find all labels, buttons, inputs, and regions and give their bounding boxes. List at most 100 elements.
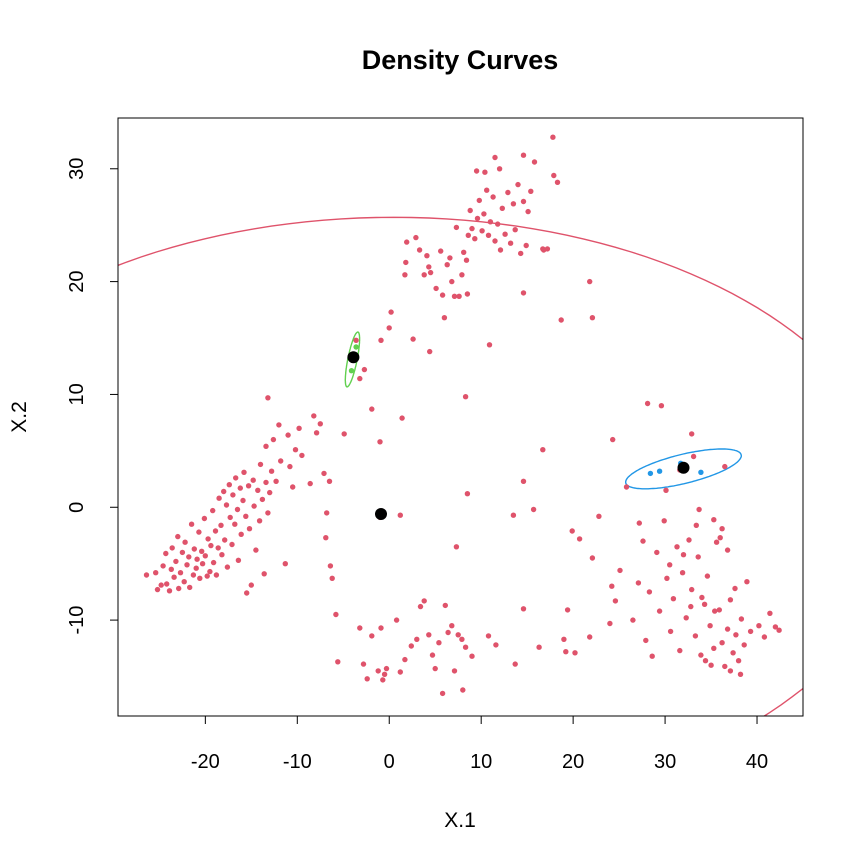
data-point: [473, 168, 480, 174]
data-point: [589, 555, 596, 561]
data-point: [460, 687, 466, 693]
data-point: [744, 579, 750, 585]
data-point: [481, 211, 487, 217]
data-point: [607, 620, 613, 627]
data-point: [693, 522, 699, 528]
data-point: [243, 513, 249, 519]
data-point: [441, 315, 448, 321]
data-point: [658, 403, 665, 409]
data-point: [664, 575, 670, 581]
data-point: [244, 590, 250, 596]
data-point: [250, 477, 256, 483]
data-point: [528, 188, 534, 194]
data-point: [402, 656, 408, 663]
data-point: [554, 179, 561, 185]
data-point: [404, 239, 410, 245]
data-point: [348, 368, 355, 374]
data-point: [680, 552, 687, 558]
data-point: [182, 539, 188, 545]
data-point: [230, 492, 236, 498]
data-point: [467, 207, 473, 214]
data-point: [276, 422, 282, 428]
data-point: [512, 661, 518, 667]
data-point: [143, 572, 150, 578]
data-point: [169, 545, 175, 551]
data-point: [646, 589, 653, 595]
data-point: [469, 653, 475, 659]
data-point: [426, 264, 432, 270]
data-point: [323, 535, 329, 541]
data-point: [544, 246, 551, 252]
data-point: [469, 225, 475, 232]
data-point: [233, 475, 239, 481]
data-point: [719, 526, 725, 532]
data-point: [464, 291, 471, 297]
center-point: [347, 351, 360, 364]
data-point: [317, 421, 323, 427]
data-point: [540, 246, 546, 252]
data-point: [485, 232, 492, 238]
y-tick-label: 10: [66, 383, 88, 405]
data-point: [329, 575, 335, 581]
data-point: [737, 671, 744, 677]
data-point: [465, 232, 471, 238]
data-point: [154, 586, 161, 593]
data-point: [416, 247, 423, 253]
data-point: [427, 269, 434, 276]
data-point: [378, 625, 384, 631]
data-point: [505, 189, 511, 196]
data-point: [160, 563, 166, 569]
data-point: [227, 514, 233, 521]
data-point: [179, 549, 186, 556]
data-point: [397, 669, 403, 675]
data-point: [698, 469, 704, 475]
y-tick-label: -10: [66, 606, 88, 635]
data-point: [215, 545, 221, 551]
data-point: [523, 242, 529, 249]
data-point: [268, 468, 275, 474]
data-point: [459, 636, 465, 642]
data-point: [551, 172, 557, 179]
data-point: [733, 632, 739, 638]
data-point: [708, 662, 714, 668]
data-point: [699, 594, 705, 601]
data-point: [221, 488, 227, 495]
scatter-points: [143, 134, 782, 697]
data-point: [402, 272, 408, 278]
data-point: [719, 640, 725, 646]
data-point: [640, 538, 646, 544]
data-point: [510, 201, 517, 207]
data-point: [263, 443, 269, 449]
x-tick-label: 40: [746, 751, 768, 773]
data-point: [761, 634, 768, 640]
data-point: [493, 642, 499, 648]
data-point: [683, 615, 689, 621]
data-point: [656, 468, 663, 474]
data-point: [421, 598, 427, 604]
data-point: [451, 668, 458, 674]
data-point: [730, 650, 736, 656]
data-point: [388, 309, 394, 315]
data-point: [520, 290, 527, 296]
data-point: [735, 658, 742, 664]
data-point: [194, 556, 200, 562]
data-point: [449, 278, 455, 285]
data-point: [451, 293, 458, 299]
data-point: [335, 659, 341, 665]
data-point: [197, 575, 203, 581]
data-point: [426, 632, 432, 638]
data-point: [235, 557, 242, 563]
data-point: [569, 528, 575, 534]
data-point: [439, 292, 446, 298]
data-point: [496, 166, 503, 172]
data-point: [357, 375, 363, 382]
data-point: [439, 690, 446, 697]
data-point: [449, 623, 455, 629]
data-point: [576, 536, 583, 542]
data-point: [408, 643, 414, 649]
data-point: [234, 506, 241, 513]
data-point: [704, 573, 711, 579]
data-point: [487, 219, 494, 225]
data-point: [472, 236, 478, 242]
data-point: [695, 554, 701, 560]
